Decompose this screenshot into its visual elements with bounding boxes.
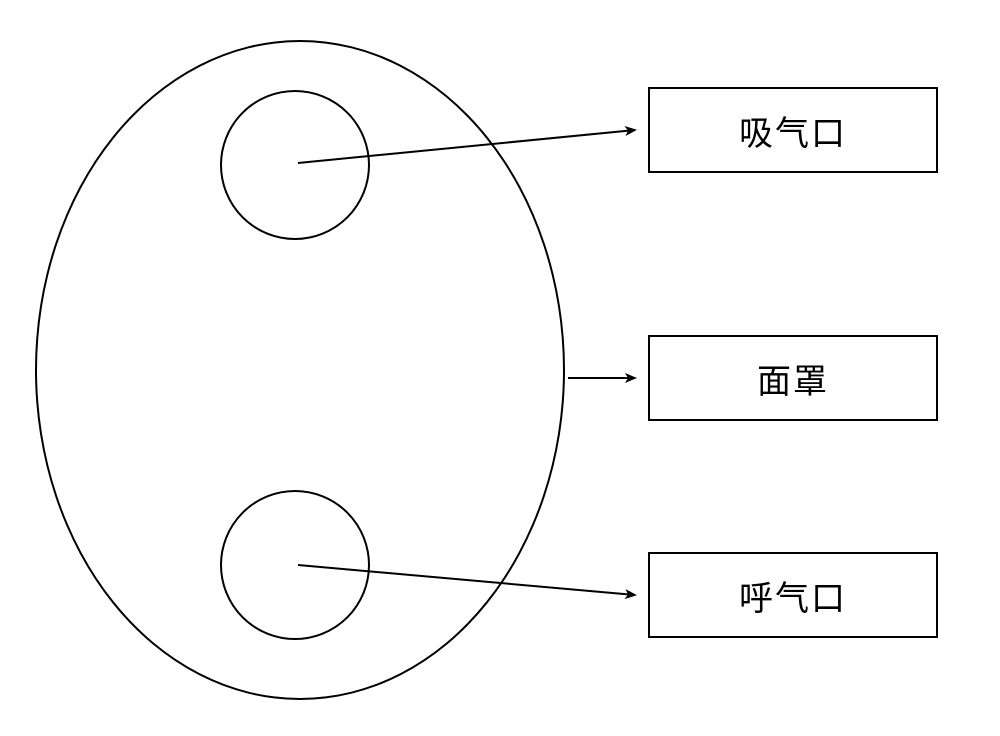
label-inlet: 吸气口 (739, 106, 847, 155)
label-box-mask: 面罩 (648, 335, 938, 421)
label-box-outlet: 呼气口 (648, 552, 938, 638)
label-outlet: 呼气口 (739, 571, 847, 620)
inlet-circle (220, 90, 370, 240)
label-box-inlet: 吸气口 (648, 87, 938, 173)
label-mask: 面罩 (757, 354, 829, 403)
outlet-circle (220, 490, 370, 640)
diagram-canvas: 吸气口 面罩 呼气口 (0, 0, 1000, 736)
